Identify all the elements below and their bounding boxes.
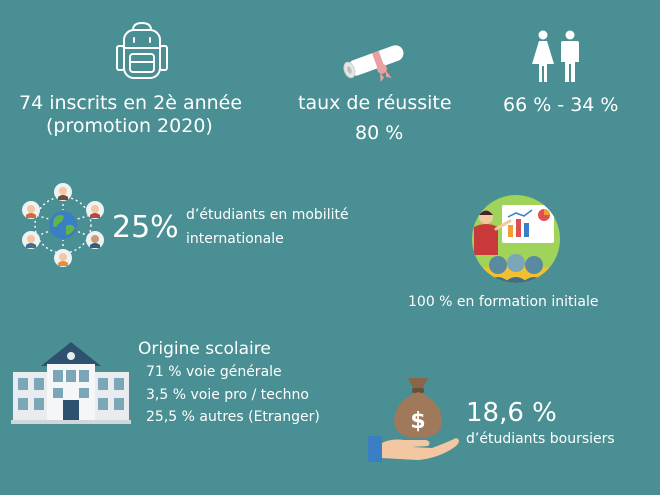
origin-item-2: 3,5 % voie pro / techno: [146, 387, 309, 403]
mobility-line-1: d’étudiants en mobilité: [186, 207, 349, 223]
origin-item-1: 71 % voie générale: [146, 364, 282, 380]
money-bag-hand-icon: $: [366, 374, 462, 464]
scholarship-label: d’étudiants boursiers: [466, 431, 615, 447]
origin-item-3: 25,5 % autres (Etranger): [146, 409, 320, 425]
backpack-icon: [114, 20, 170, 82]
success-value: 80 %: [355, 122, 404, 144]
origin-title: Origine scolaire: [138, 339, 271, 359]
svg-text:$: $: [410, 409, 425, 434]
female-male-icon: [528, 30, 584, 84]
enrollment-line-2: (promotion 2020): [46, 115, 213, 137]
mobility-value: 25%: [112, 210, 179, 245]
school-building-icon: [11, 340, 131, 424]
enrollment-line-1: 74 inscrits en 2è année: [19, 92, 243, 114]
training-text: 100 % en formation initiale: [408, 294, 599, 310]
success-label: taux de réussite: [298, 92, 452, 114]
gender-ratio: 66 % - 34 %: [503, 94, 619, 116]
mobility-line-2: internationale: [186, 231, 284, 247]
presentation-icon: [472, 195, 560, 283]
globe-people-icon: [18, 180, 108, 270]
diploma-icon: [339, 38, 415, 84]
scholarship-value: 18,6 %: [466, 398, 557, 428]
